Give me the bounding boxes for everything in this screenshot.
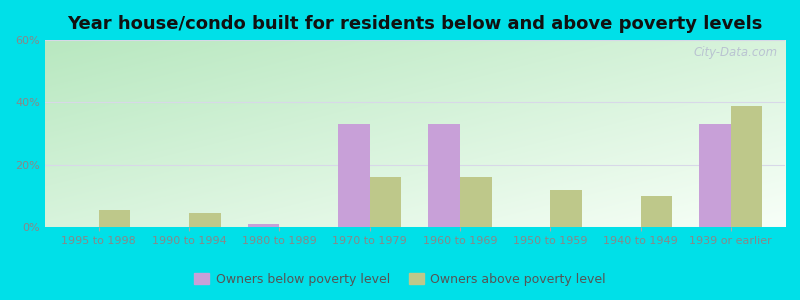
Bar — [550, 190, 582, 227]
Bar — [731, 106, 762, 227]
Bar — [338, 124, 370, 227]
Bar — [460, 177, 491, 227]
Bar — [428, 124, 460, 227]
Bar — [370, 177, 402, 227]
Bar — [189, 213, 221, 227]
Legend: Owners below poverty level, Owners above poverty level: Owners below poverty level, Owners above… — [190, 268, 610, 291]
Bar — [641, 196, 672, 227]
Bar — [699, 124, 731, 227]
Text: City-Data.com: City-Data.com — [694, 46, 778, 59]
Title: Year house/condo built for residents below and above poverty levels: Year house/condo built for residents bel… — [67, 15, 762, 33]
Bar — [98, 210, 130, 227]
Bar — [248, 224, 279, 227]
